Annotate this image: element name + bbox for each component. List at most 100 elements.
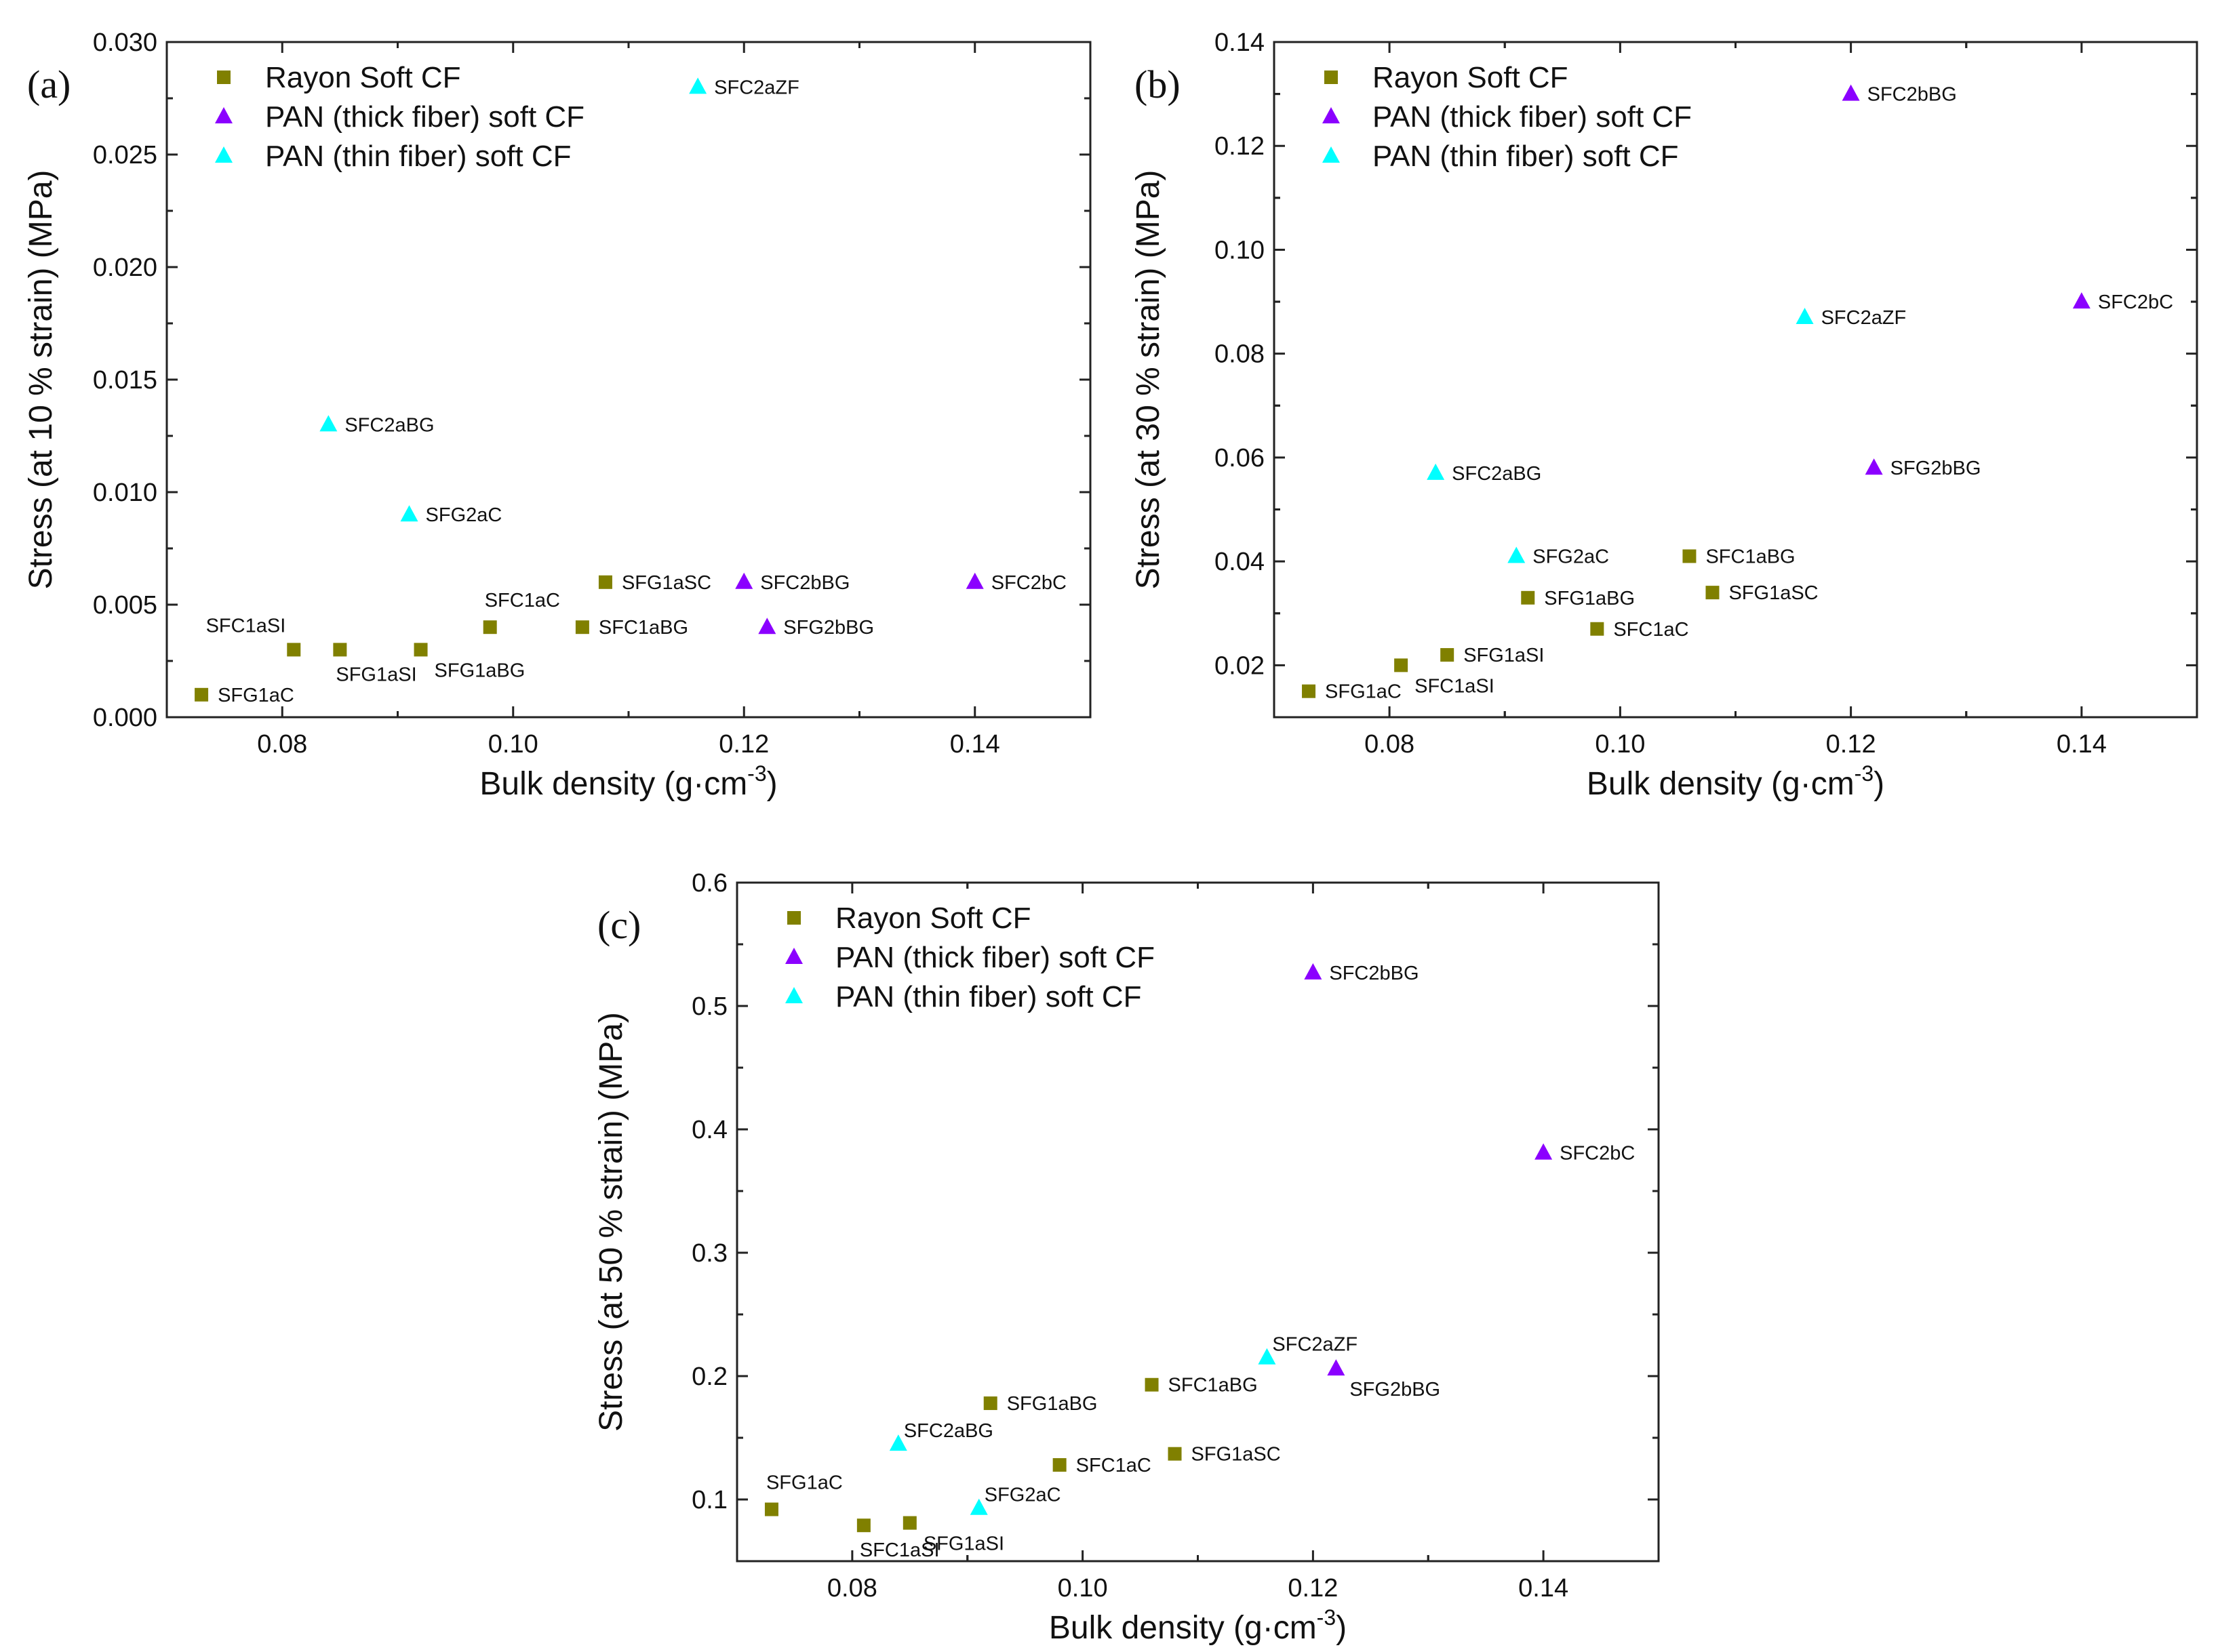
x-tick-label: 0.14 — [950, 730, 1000, 759]
data-point-label: SFG2bBG — [783, 617, 874, 639]
chart-panel-a: 0.08 0.10 0.12 0.14 0.000 0.005 0.010 0.015 0.02… — [23, 28, 1092, 802]
data-point-label: SFC1aC — [485, 590, 560, 611]
data-point-label: SFG1aC — [766, 1472, 843, 1494]
panel-label: (c) — [597, 903, 641, 947]
y-tick-label: 0.4 — [692, 1116, 728, 1144]
x-axis-title: Bulk density (g·cm-3) — [1049, 1605, 1347, 1646]
data-point — [1534, 1143, 1553, 1160]
y-tick-label: 0.02 — [1214, 651, 1265, 680]
x-tick-label: 0.08 — [827, 1574, 877, 1603]
data-point-label: SFG1aSC — [622, 572, 711, 594]
x-tick-label: 0.10 — [488, 730, 538, 759]
y-tick-label: 0.3 — [692, 1239, 728, 1268]
data-point-label: SFC1aC — [1613, 619, 1688, 641]
x-tick-label: 0.12 — [719, 730, 769, 759]
data-point-label: SFG2bBG — [1890, 458, 1981, 479]
legend-marker-pan_thin — [785, 987, 803, 1003]
data-point-label: SFG2aC — [426, 504, 502, 526]
legend-label-pan_thick: PAN (thick fiber) soft CF — [265, 100, 584, 134]
legend-label-rayon: Rayon Soft CF — [265, 61, 461, 94]
data-point-label: SFG1aBG — [1007, 1393, 1098, 1415]
data-point — [319, 415, 338, 432]
y-axis-title: Stress (at 10 % strain) (MPa) — [23, 170, 59, 590]
data-point-label: SFC2bBG — [1867, 84, 1957, 106]
data-point-label: SFG1aBG — [1544, 588, 1635, 609]
data-point — [2072, 292, 2090, 309]
data-point-label: SFG1aC — [1325, 681, 1402, 703]
y-tick-label: 0.5 — [692, 992, 728, 1021]
legend-label-pan_thin: PAN (thin fiber) soft CF — [265, 140, 572, 173]
x-axis-title: Bulk density (g·cm-3) — [479, 761, 777, 802]
legend-marker-rayon — [1324, 70, 1338, 84]
data-point — [735, 572, 753, 589]
data-point-label: SFC1aSI — [860, 1539, 940, 1561]
data-point — [195, 687, 209, 702]
data-point-label: SFC1aSI — [1414, 675, 1494, 697]
data-point — [1304, 963, 1322, 980]
legend-marker-pan_thick — [1322, 107, 1340, 123]
panel-label: (b) — [1134, 62, 1181, 106]
legend-label-pan_thin: PAN (thin fiber) soft CF — [835, 980, 1142, 1013]
legend-marker-pan_thin — [1322, 146, 1340, 163]
data-point — [1590, 622, 1604, 636]
data-point — [1705, 586, 1720, 600]
data-point-label: SFG1aSC — [1728, 582, 1818, 604]
legend-marker-rayon — [787, 911, 801, 925]
data-point — [483, 620, 497, 634]
y-tick-label: 0.020 — [93, 254, 157, 282]
data-point — [598, 575, 612, 589]
data-point — [1327, 1359, 1345, 1376]
legend-label-pan_thin: PAN (thin fiber) soft CF — [1372, 140, 1679, 173]
y-tick-label: 0.005 — [93, 591, 157, 620]
data-point-label: SFC2bC — [991, 572, 1067, 594]
data-point-label: SFC1aBG — [1168, 1375, 1258, 1396]
data-point — [1168, 1447, 1182, 1461]
y-axis-title: Stress (at 30 % strain) (MPa) — [1130, 170, 1166, 590]
data-point — [689, 77, 707, 94]
data-point-label: SFG2bBG — [1349, 1379, 1440, 1401]
y-tick-label: 0.010 — [93, 479, 157, 507]
x-tick-label: 0.14 — [1518, 1574, 1568, 1603]
data-point-label: SFG1aSI — [924, 1533, 1004, 1555]
y-tick-label: 0.2 — [692, 1363, 728, 1391]
data-point — [1842, 84, 1860, 101]
data-point — [758, 618, 776, 634]
data-point-label: SFC2bBG — [1329, 963, 1419, 984]
data-point — [1682, 549, 1697, 563]
data-point-label: SFC1aSI — [206, 615, 286, 637]
data-point — [400, 505, 418, 522]
y-tick-label: 0.1 — [692, 1486, 728, 1514]
data-point-label: SFC1aC — [1076, 1455, 1151, 1476]
y-tick-label: 0.14 — [1214, 28, 1265, 57]
data-point-label: SFC2aZF — [1821, 307, 1907, 329]
data-point — [1796, 308, 1814, 325]
data-point — [414, 643, 428, 657]
data-point-label: SFG1aBG — [435, 660, 526, 681]
data-point-label: SFC2bBG — [760, 572, 850, 594]
data-point-label: SFC2bC — [1560, 1143, 1635, 1165]
data-point — [970, 1498, 988, 1515]
x-tick-label: 0.10 — [1058, 1574, 1108, 1603]
data-point — [1302, 684, 1316, 698]
x-tick-label: 0.14 — [2057, 730, 2107, 759]
data-point — [983, 1396, 997, 1411]
y-tick-label: 0.015 — [93, 366, 157, 395]
data-point-label: SFC2aBG — [344, 414, 434, 436]
data-point — [333, 643, 347, 657]
legend-label-pan_thick: PAN (thick fiber) soft CF — [835, 941, 1155, 974]
data-point-label: SFG2aC — [985, 1485, 1061, 1506]
y-tick-label: 0.12 — [1214, 132, 1265, 161]
data-point-label: SFC1aBG — [1705, 546, 1795, 567]
legend-marker-pan_thin — [215, 146, 233, 163]
y-tick-label: 0.000 — [93, 704, 157, 732]
data-point-label: SFC1aBG — [599, 617, 688, 639]
data-point-label: SFG2aC — [1532, 546, 1609, 567]
x-tick-label: 0.08 — [257, 730, 307, 759]
legend-label-rayon: Rayon Soft CF — [1372, 61, 1568, 94]
data-point-label: SFG1aSI — [336, 664, 416, 685]
data-point-label: SFC2bC — [2098, 291, 2173, 313]
data-point-label: SFC2aZF — [714, 77, 799, 98]
data-point-label: SFG1aC — [218, 685, 294, 706]
y-tick-label: 0.10 — [1214, 236, 1265, 264]
